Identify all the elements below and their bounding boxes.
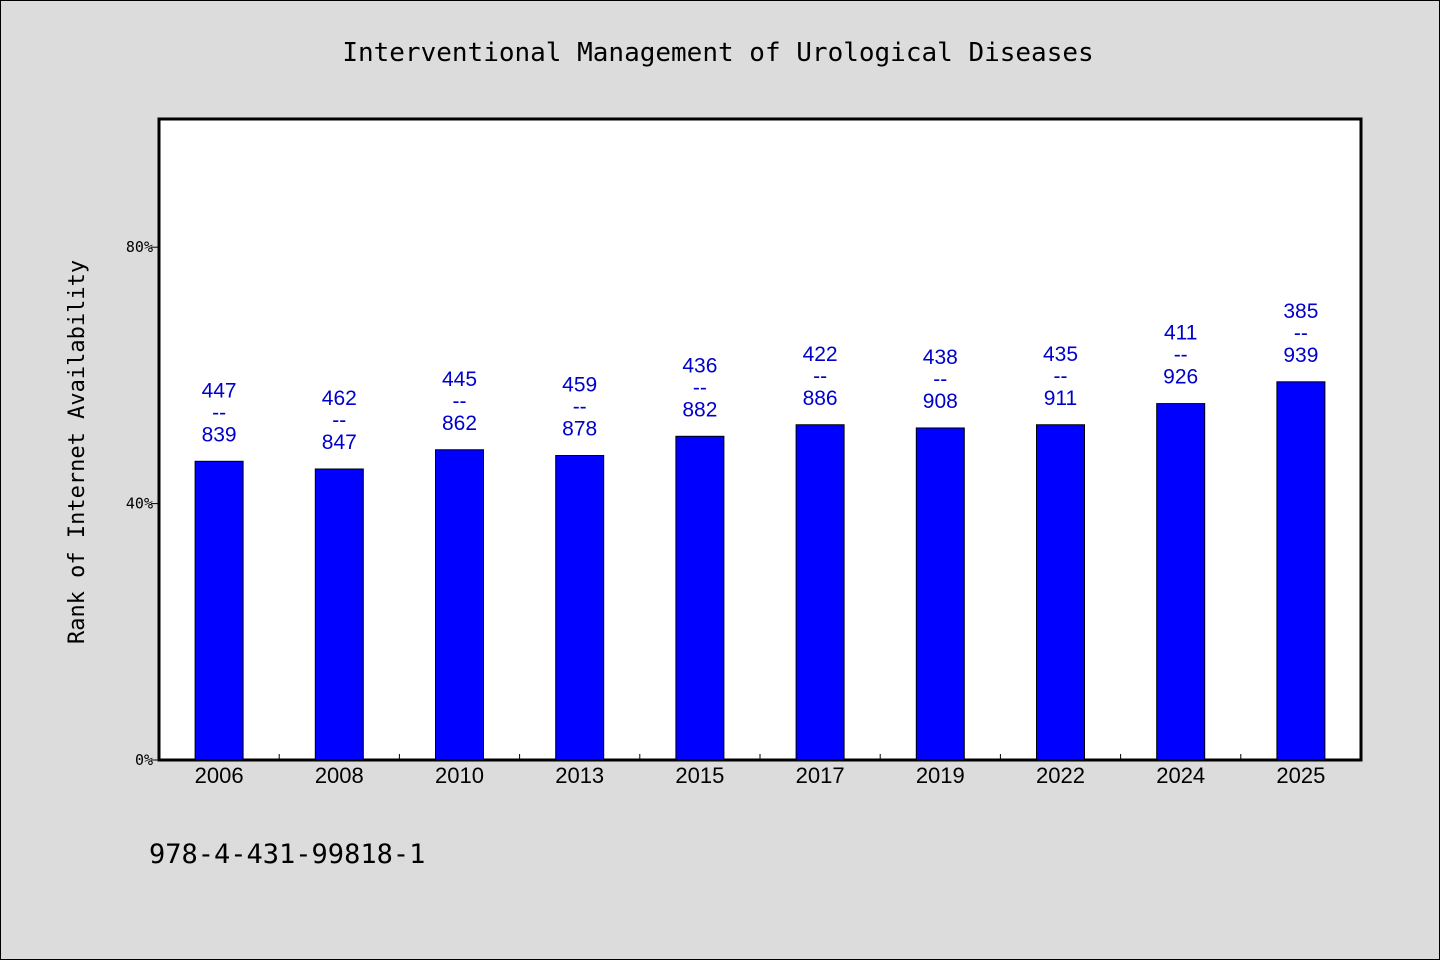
bar-2015 <box>675 435 725 761</box>
y-tick-label: 40% <box>126 495 153 513</box>
y-tick-label: 0% <box>135 751 153 769</box>
bars-layer <box>194 381 1326 761</box>
x-tick-label: 2024 <box>1156 763 1205 788</box>
x-tick-label: 2019 <box>916 763 965 788</box>
bar-2010 <box>435 449 484 761</box>
x-tick-label: 2013 <box>555 763 604 788</box>
bar-label-bottom: 886 <box>803 387 838 410</box>
chart-title: Interventional Management of Urological … <box>342 38 1093 68</box>
bar-label-bottom: 847 <box>322 431 357 454</box>
bar-label-top: 436 <box>682 354 717 377</box>
bar-2025 <box>1276 381 1326 761</box>
bar-label-bottom: 926 <box>1163 366 1198 389</box>
bar-label-top: 459 <box>562 374 597 397</box>
bar-label-bottom: 862 <box>442 412 477 435</box>
x-tick-label: 2025 <box>1276 763 1325 788</box>
bar-label-sep: -- <box>332 409 346 432</box>
bar-2006 <box>194 460 244 761</box>
bar-label-bottom: 939 <box>1283 344 1318 367</box>
bar-label-bottom: 908 <box>923 390 958 413</box>
bar-label-bottom: 882 <box>682 398 717 421</box>
x-tick-label: 2010 <box>435 763 484 788</box>
bar-label-sep: -- <box>813 365 827 388</box>
bar-label-top: 411 <box>1164 322 1197 345</box>
footnote-isbn: 978-4-431-99818-1 <box>149 839 425 870</box>
bar-2024 <box>1156 403 1206 761</box>
y-axis: 0% 40% 80% <box>126 238 159 769</box>
x-tick-label: 2008 <box>315 763 364 788</box>
bar-label-sep: -- <box>933 368 947 391</box>
bar-label-sep: -- <box>212 401 226 424</box>
x-tick-label: 2015 <box>675 763 724 788</box>
bar-label-top: 422 <box>803 343 838 366</box>
bar-2019 <box>915 427 965 761</box>
bar-labels-layer: 447--839462--847445--862459--878436--882… <box>202 300 1319 454</box>
bar-label-top: 438 <box>923 346 958 369</box>
bar-2008 <box>314 468 364 761</box>
y-tick-label: 80% <box>126 238 153 256</box>
bar-label-top: 435 <box>1043 343 1078 366</box>
x-tick-label: 2006 <box>195 763 244 788</box>
bar-label-bottom: 878 <box>562 418 597 441</box>
bar-label-sep: -- <box>453 390 467 413</box>
bar-label-top: 385 <box>1283 300 1318 323</box>
bar-label-bottom: 911 <box>1044 387 1077 410</box>
x-tick-label: 2022 <box>1036 763 1085 788</box>
bar-2013 <box>555 455 605 761</box>
bar-label-bottom: 839 <box>202 423 237 446</box>
y-axis-label: Rank of Internet Availability <box>65 260 90 644</box>
bar-2017 <box>795 424 845 761</box>
bar-label-top: 447 <box>202 379 237 402</box>
bar-label-top: 445 <box>442 368 477 391</box>
bar-label-sep: -- <box>1054 365 1068 388</box>
x-tick-label: 2017 <box>796 763 845 788</box>
bar-label-top: 462 <box>322 387 357 410</box>
bar-label-sep: -- <box>1174 344 1188 367</box>
bar-2022 <box>1036 424 1085 761</box>
x-axis: 2006 2008 2010 2013 2015 2017 2019 2022 2024 2025 <box>195 754 1325 788</box>
bar-label-sep: -- <box>693 376 707 399</box>
bar-label-sep: -- <box>1294 322 1308 345</box>
bar-label-sep: -- <box>573 396 587 419</box>
